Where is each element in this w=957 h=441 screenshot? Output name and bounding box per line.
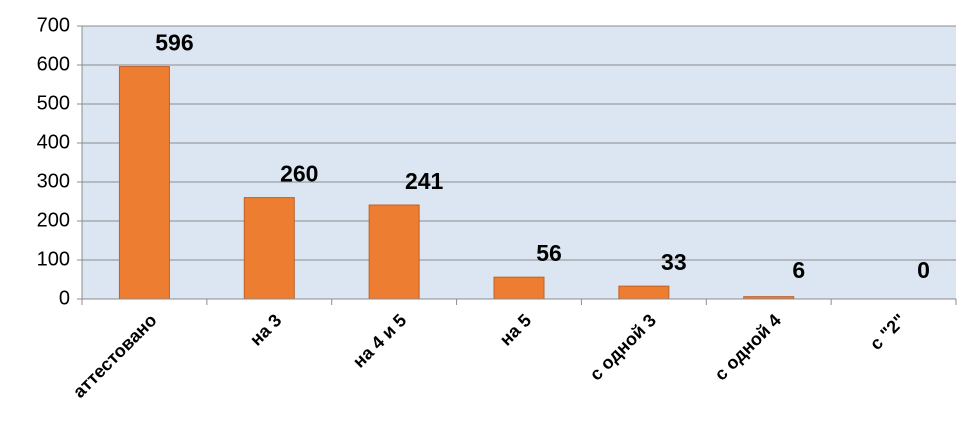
- y-tick-label: 100: [37, 248, 70, 270]
- x-tick-label: аттестовано: [69, 310, 161, 402]
- data-label: 6: [792, 257, 805, 283]
- data-label: 33: [661, 249, 687, 275]
- y-tick-label: 0: [59, 287, 70, 309]
- data-label: 241: [405, 168, 444, 194]
- bar: [118, 66, 170, 300]
- plot-area: [82, 26, 956, 299]
- data-label: 0: [917, 257, 930, 283]
- bar: [618, 285, 670, 300]
- x-tick-label: на 4 и 5: [349, 310, 411, 372]
- data-label: 596: [155, 30, 193, 56]
- x-tick-label: на 3: [246, 310, 286, 350]
- x-tick-label: с одной 3: [586, 310, 660, 384]
- x-tick-label: на 5: [496, 310, 536, 350]
- y-tick-label: 200: [37, 209, 70, 231]
- y-tick-label: 300: [37, 170, 70, 192]
- y-tick-label: 600: [37, 53, 70, 75]
- x-tick-label: с "2": [866, 310, 910, 354]
- data-label: 260: [280, 161, 318, 187]
- y-tick-label: 500: [37, 92, 70, 114]
- x-tick-label: с одной 4: [711, 310, 785, 384]
- bar: [368, 204, 420, 300]
- bar: [243, 197, 295, 300]
- y-tick-label: 700: [37, 14, 70, 36]
- y-tick-label: 400: [37, 131, 70, 153]
- bar: [493, 276, 545, 300]
- data-label: 56: [536, 240, 562, 266]
